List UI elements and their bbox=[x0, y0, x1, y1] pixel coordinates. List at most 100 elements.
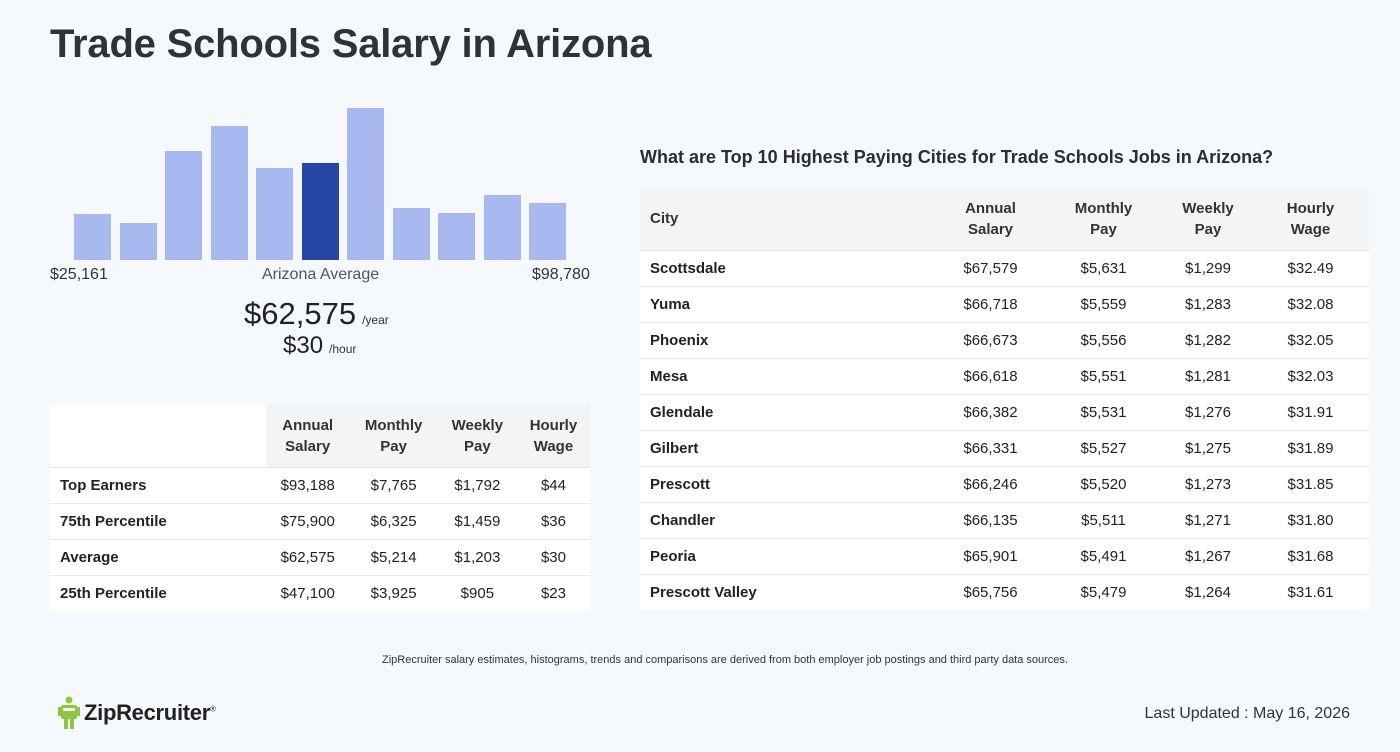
annual-salary-cell: $62,575 bbox=[266, 538, 350, 575]
histogram-max-label: $98,780 bbox=[532, 266, 590, 283]
weekly-pay-cell: $1,275 bbox=[1164, 429, 1252, 466]
weekly-pay-cell: $1,273 bbox=[1164, 465, 1252, 502]
table-row: Yuma $66,718 $5,559 $1,283 $32.08 bbox=[640, 285, 1369, 322]
hourly-wage-cell: $32.05 bbox=[1252, 321, 1369, 358]
average-hourly-unit: /hour bbox=[329, 342, 357, 356]
city-name-cell: Prescott bbox=[640, 465, 938, 502]
monthly-pay-cell: $5,511 bbox=[1043, 501, 1164, 538]
city-name-cell: Glendale bbox=[640, 393, 938, 430]
city-table-header: City Annual Salary Monthly Pay Weekly Pay H… bbox=[640, 188, 1369, 250]
city-name-cell: Yuma bbox=[640, 285, 938, 322]
header-hourly-wage: Hourly Wage bbox=[516, 405, 590, 467]
ziprecruiter-person-icon bbox=[58, 696, 80, 729]
table-row: 25th Percentile $47,100 $3,925 $905 $23 bbox=[50, 574, 590, 611]
hourly-wage-cell: $31.91 bbox=[1252, 393, 1369, 430]
header-city: City bbox=[640, 188, 938, 250]
monthly-pay-cell: $5,520 bbox=[1043, 465, 1164, 502]
weekly-pay-cell: $1,281 bbox=[1164, 357, 1252, 394]
hourly-wage-cell: $31.68 bbox=[1252, 537, 1369, 574]
table-row: 75th Percentile $75,900 $6,325 $1,459 $36 bbox=[50, 502, 590, 539]
histogram-bar bbox=[347, 108, 384, 260]
table-row: Prescott $66,246 $5,520 $1,273 $31.85 bbox=[640, 465, 1369, 502]
hourly-wage-cell: $44 bbox=[516, 466, 590, 503]
header-blank bbox=[50, 405, 266, 467]
annual-salary-cell: $47,100 bbox=[266, 574, 350, 611]
histogram-mid-label: Arizona Average bbox=[262, 266, 380, 283]
row-label: 75th Percentile bbox=[50, 502, 266, 539]
weekly-pay-cell: $1,264 bbox=[1164, 573, 1252, 610]
annual-salary-cell: $65,756 bbox=[938, 573, 1043, 610]
monthly-pay-cell: $5,491 bbox=[1043, 537, 1164, 574]
average-yearly-unit: /year bbox=[362, 313, 389, 327]
annual-salary-cell: $66,135 bbox=[938, 501, 1043, 538]
hourly-wage-cell: $31.80 bbox=[1252, 501, 1369, 538]
weekly-pay-cell: $905 bbox=[437, 574, 517, 611]
city-name-cell: Gilbert bbox=[640, 429, 938, 466]
city-name-cell: Scottsdale bbox=[640, 249, 938, 286]
weekly-pay-cell: $1,282 bbox=[1164, 321, 1252, 358]
table-row: Glendale $66,382 $5,531 $1,276 $31.91 bbox=[640, 393, 1369, 430]
monthly-pay-cell: $5,551 bbox=[1043, 357, 1164, 394]
footnote: ZipRecruiter salary estimates, histogram… bbox=[382, 654, 1068, 666]
ziprecruiter-logo[interactable]: ZipRecruiter® bbox=[58, 696, 216, 730]
table-row: Chandler $66,135 $5,511 $1,271 $31.80 bbox=[640, 501, 1369, 538]
table-row: Average $62,575 $5,214 $1,203 $30 bbox=[50, 538, 590, 575]
monthly-pay-cell: $5,479 bbox=[1043, 573, 1164, 610]
weekly-pay-cell: $1,283 bbox=[1164, 285, 1252, 322]
monthly-pay-cell: $5,214 bbox=[349, 538, 438, 575]
hourly-wage-cell: $31.89 bbox=[1252, 429, 1369, 466]
histogram-bar bbox=[438, 213, 475, 260]
page-title: Trade Schools Salary in Arizona bbox=[50, 22, 652, 66]
monthly-pay-cell: $3,925 bbox=[349, 574, 438, 611]
monthly-pay-cell: $5,631 bbox=[1043, 249, 1164, 286]
annual-salary-cell: $75,900 bbox=[266, 502, 350, 539]
weekly-pay-cell: $1,299 bbox=[1164, 249, 1252, 286]
histogram-bar bbox=[483, 195, 521, 260]
annual-salary-cell: $66,718 bbox=[938, 285, 1043, 322]
ziprecruiter-logo-text: ZipRecruiter® bbox=[84, 700, 216, 726]
monthly-pay-cell: $5,556 bbox=[1043, 321, 1164, 358]
annual-salary-cell: $66,382 bbox=[938, 393, 1043, 430]
weekly-pay-cell: $1,203 bbox=[437, 538, 517, 575]
percentile-table: Annual Salary Monthly Pay Weekly Pay Hourly… bbox=[50, 405, 590, 611]
logo-wordmark: ZipRecruiter bbox=[84, 700, 210, 725]
histogram-min-label: $25,161 bbox=[50, 266, 108, 283]
header-annual-salary: Annual Salary bbox=[938, 188, 1043, 250]
annual-salary-cell: $93,188 bbox=[266, 466, 350, 503]
table-row: Prescott Valley $65,756 $5,479 $1,264 $31.61 bbox=[640, 573, 1369, 610]
hourly-wage-cell: $32.49 bbox=[1252, 249, 1369, 286]
row-label: Average bbox=[50, 538, 266, 575]
hourly-wage-cell: $31.61 bbox=[1252, 573, 1369, 610]
weekly-pay-cell: $1,276 bbox=[1164, 393, 1252, 430]
row-label: 25th Percentile bbox=[50, 574, 266, 611]
weekly-pay-cell: $1,267 bbox=[1164, 537, 1252, 574]
row-label: Top Earners bbox=[50, 466, 266, 503]
table-row: Gilbert $66,331 $5,527 $1,275 $31.89 bbox=[640, 429, 1369, 466]
annual-salary-cell: $66,618 bbox=[938, 357, 1043, 394]
table-row: Top Earners $93,188 $7,765 $1,792 $44 bbox=[50, 466, 590, 503]
table-row: Peoria $65,901 $5,491 $1,267 $31.68 bbox=[640, 537, 1369, 574]
city-name-cell: Phoenix bbox=[640, 321, 938, 358]
percentile-table-header: Annual Salary Monthly Pay Weekly Pay Hourly… bbox=[50, 405, 590, 467]
city-name-cell: Peoria bbox=[640, 537, 938, 574]
monthly-pay-cell: $5,527 bbox=[1043, 429, 1164, 466]
average-yearly-value: $62,575 bbox=[244, 296, 357, 331]
city-table: City Annual Salary Monthly Pay Weekly Pay H… bbox=[640, 188, 1369, 610]
annual-salary-cell: $65,901 bbox=[938, 537, 1043, 574]
annual-salary-cell: $67,579 bbox=[938, 249, 1043, 286]
weekly-pay-cell: $1,271 bbox=[1164, 501, 1252, 538]
table-row: Mesa $66,618 $5,551 $1,281 $32.03 bbox=[640, 357, 1369, 394]
monthly-pay-cell: $5,559 bbox=[1043, 285, 1164, 322]
hourly-wage-cell: $32.03 bbox=[1252, 357, 1369, 394]
histogram-bar bbox=[529, 203, 566, 260]
annual-salary-cell: $66,673 bbox=[938, 321, 1043, 358]
table-row: Phoenix $66,673 $5,556 $1,282 $32.05 bbox=[640, 321, 1369, 358]
hourly-wage-cell: $32.08 bbox=[1252, 285, 1369, 322]
monthly-pay-cell: $7,765 bbox=[349, 466, 438, 503]
histogram-bar bbox=[165, 151, 202, 260]
city-name-cell: Prescott Valley bbox=[640, 573, 938, 610]
header-monthly-pay: Monthly Pay bbox=[349, 405, 438, 467]
average-hourly-value: $30 bbox=[283, 332, 324, 359]
histogram-bar bbox=[392, 208, 430, 260]
histogram-bar bbox=[119, 223, 157, 260]
